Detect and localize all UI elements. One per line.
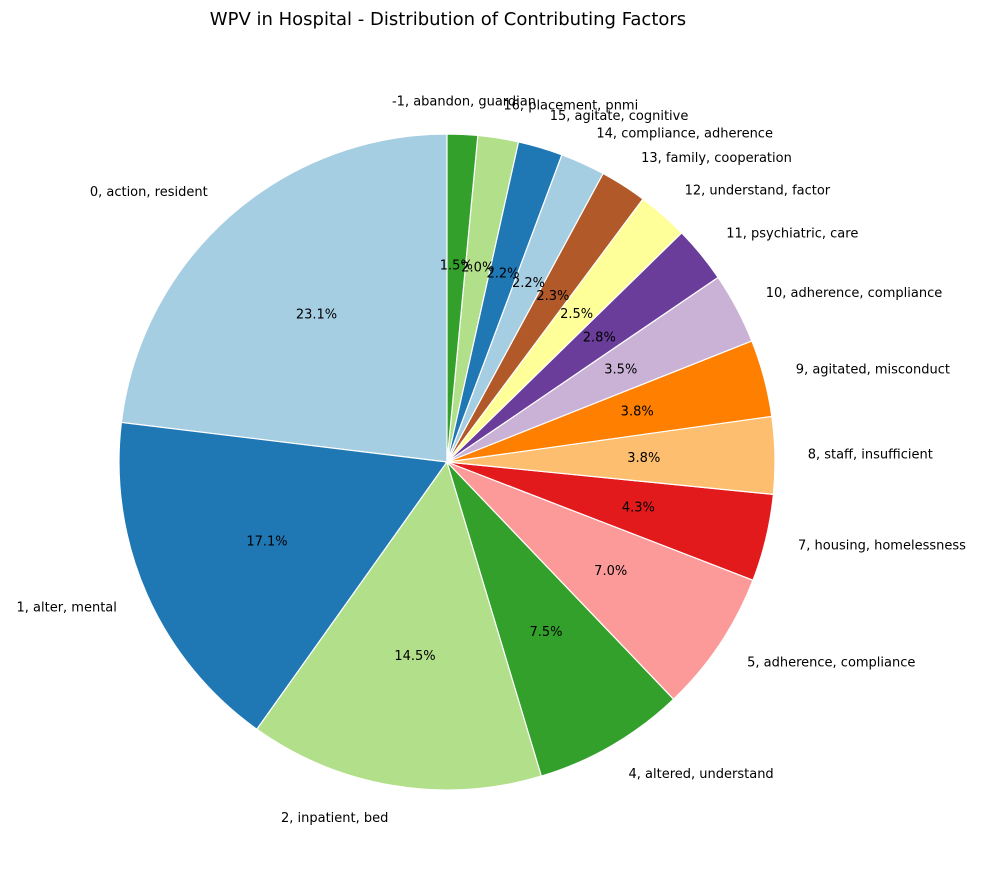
slice-category-label: 0, action, resident (90, 185, 208, 200)
slice-percent-label: 3.5% (604, 363, 637, 378)
pie-slice (446, 461, 754, 700)
slice-percent-label: 17.1% (246, 535, 287, 550)
slice-category-label: 13, family, cooperation (641, 151, 792, 166)
slice-percent-label: 2.5% (560, 307, 593, 322)
slice-category-label: 5, adherence, compliance (747, 655, 915, 670)
slice-percent-label: 7.5% (529, 625, 562, 640)
slice-category-label: 15, agitate, cognitive (550, 109, 689, 124)
slice-percent-label: 3.8% (627, 451, 660, 466)
slice-category-label: 1, alter, mental (16, 601, 116, 616)
pie-slice (256, 460, 543, 791)
slice-category-label: 10, adherence, compliance (766, 286, 943, 301)
pie-slice (446, 133, 479, 463)
slice-percent-label: 7.0% (594, 564, 627, 579)
slice-category-label: 16, placement, pnmi (503, 99, 638, 114)
slice-category-label: 4, altered, understand (629, 767, 774, 782)
slice-percent-label: 2.0% (461, 261, 494, 276)
category-labels: 0, action, resident 1, alter, mental 2, in… (16, 95, 966, 826)
slice-category-label: -1, abandon, guardian (392, 95, 536, 110)
slice-percent-label: 4.3% (622, 501, 655, 516)
slice-category-label: 8, staff, insufficient (808, 448, 933, 463)
slice-percent-label: 14.5% (394, 649, 435, 664)
slice-percent-label: 1.5% (440, 258, 473, 273)
slice-category-label: 2, inpatient, bed (281, 811, 388, 826)
slice-percent-label: 2.3% (536, 289, 569, 304)
slice-category-label: 14, compliance, adherence (596, 127, 773, 142)
pie-slice (446, 461, 675, 777)
slice-category-label: 12, understand, factor (685, 183, 831, 198)
slice-percent-label: 2.2% (486, 266, 519, 281)
slice-percent-label: 3.8% (621, 405, 654, 420)
pie-slice (120, 133, 448, 463)
pie-slices (118, 133, 776, 791)
chart-title: WPV in Hospital - Distribution of Contri… (210, 9, 686, 30)
slice-category-label: 9, agitated, misconduct (796, 363, 950, 378)
slice-percent-label: 23.1% (296, 308, 337, 323)
percentage-labels: 23.1% 17.1% 14.5% 7.5% 7.0% 4.3% 3.8% 3.8% 3.5% 2… (246, 258, 660, 664)
slice-category-label: 11, psychiatric, care (726, 227, 858, 242)
slice-category-label: 7, housing, homelessness (798, 539, 966, 554)
pie-slice (118, 421, 449, 731)
slice-percent-label: 2.2% (512, 276, 545, 291)
slice-percent-label: 2.8% (583, 330, 616, 345)
